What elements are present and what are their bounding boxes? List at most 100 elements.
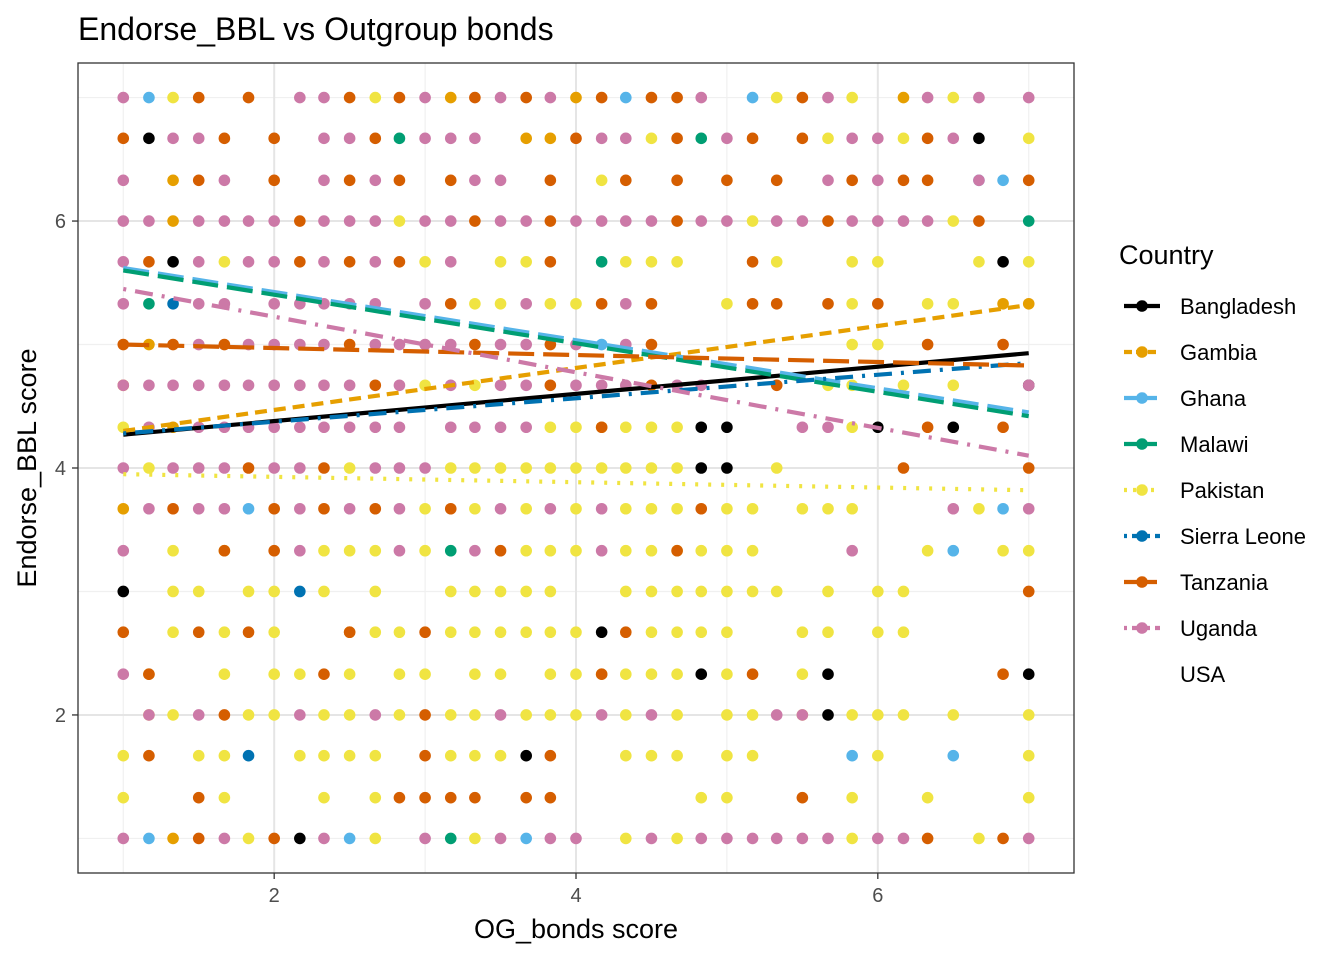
legend-label-ghana: Ghana: [1180, 386, 1247, 411]
x-tick-label: 2: [269, 885, 280, 907]
data-point-pakistan: [419, 502, 431, 515]
data-point-uganda: [494, 832, 507, 845]
data-point-uganda: [1022, 502, 1035, 515]
data-point-pakistan: [369, 791, 382, 804]
data-point-tanzania: [822, 215, 834, 227]
data-point-pakistan: [117, 791, 130, 804]
data-point-pakistan: [671, 626, 683, 639]
data-point-malawi: [444, 832, 457, 845]
data-point-tanzania: [469, 791, 481, 804]
y-tick-label: 6: [55, 211, 66, 233]
data-point-pakistan: [544, 462, 557, 474]
data-point-uganda: [318, 832, 330, 845]
data-point-pakistan: [570, 421, 582, 434]
data-point-tanzania: [117, 338, 130, 351]
data-point-uganda: [343, 421, 356, 434]
data-point-pakistan: [921, 544, 934, 557]
data-point-uganda: [117, 668, 130, 681]
data-point-uganda: [143, 502, 155, 515]
y-tick-label: 2: [55, 705, 66, 727]
data-point-pakistan: [746, 585, 759, 598]
data-point-pakistan: [645, 255, 658, 268]
data-point-tanzania: [419, 791, 431, 804]
data-point-tanzania: [872, 297, 884, 310]
data-point-pakistan: [721, 791, 733, 804]
legend-key-point-sierra-leone: [1136, 530, 1148, 542]
data-point-uganda: [143, 215, 155, 227]
data-point-uganda: [369, 215, 382, 227]
data-point-uganda: [469, 421, 481, 434]
data-point-bangladesh: [695, 421, 708, 434]
legend-label-sierra-leone: Sierra Leone: [1180, 524, 1306, 549]
data-point-uganda: [218, 215, 231, 227]
data-point-uganda: [242, 379, 255, 392]
data-point-tanzania: [671, 544, 683, 557]
data-point-pakistan: [770, 91, 783, 104]
data-point-uganda: [117, 379, 130, 392]
data-point-pakistan: [393, 215, 406, 227]
data-point-uganda: [117, 91, 130, 104]
data-point-pakistan: [645, 668, 658, 681]
data-point-uganda: [872, 215, 884, 227]
data-point-pakistan: [620, 502, 632, 515]
data-point-pakistan: [770, 585, 783, 598]
data-point-uganda: [595, 502, 608, 515]
data-point-pakistan: [671, 709, 683, 721]
data-point-tanzania: [822, 297, 834, 310]
data-point-pakistan: [268, 585, 280, 598]
data-point-pakistan: [746, 709, 759, 721]
data-point-uganda: [294, 709, 306, 721]
fit-line-tanzania: [123, 342, 1029, 368]
data-point-ghana: [520, 832, 532, 845]
data-point-tanzania: [469, 215, 481, 227]
data-point-pakistan: [822, 502, 834, 515]
data-point-pakistan: [796, 626, 809, 639]
data-point-uganda: [192, 297, 205, 310]
data-point-uganda: [520, 215, 532, 227]
data-point-bangladesh: [143, 132, 155, 145]
data-point-uganda: [369, 421, 382, 434]
data-point-pakistan: [419, 668, 431, 681]
data-point-uganda: [393, 502, 406, 515]
data-point-bangladesh: [721, 421, 733, 434]
data-point-pakistan: [897, 626, 910, 639]
data-point-pakistan: [770, 255, 783, 268]
data-point-tanzania: [671, 215, 683, 227]
data-point-uganda: [393, 462, 406, 474]
data-point-pakistan: [268, 709, 280, 721]
data-point-bangladesh: [167, 255, 179, 268]
data-point-tanzania: [620, 626, 632, 639]
legend-label-gambia: Gambia: [1180, 340, 1258, 365]
data-point-uganda: [897, 832, 910, 845]
data-point-pakistan: [872, 749, 884, 762]
data-point-pakistan: [770, 462, 783, 474]
data-point-pakistan: [167, 709, 179, 721]
data-point-uganda: [117, 544, 130, 557]
legend-label-pakistan: Pakistan: [1180, 478, 1264, 503]
data-point-pakistan: [570, 709, 582, 721]
data-point-pakistan: [167, 544, 179, 557]
data-point-uganda: [494, 379, 507, 392]
data-point-pakistan: [167, 585, 179, 598]
data-point-pakistan: [645, 544, 658, 557]
legend-label-usa: USA: [1180, 662, 1226, 687]
data-point-uganda: [294, 502, 306, 515]
data-point-tanzania: [645, 338, 658, 351]
data-point-ghana: [595, 338, 608, 351]
data-point-pakistan: [393, 626, 406, 639]
data-point-pakistan: [721, 709, 733, 721]
data-point-pakistan: [947, 215, 960, 227]
data-point-pakistan: [318, 791, 330, 804]
data-point-uganda: [620, 297, 632, 310]
legend: Country Bangladesh Gambia Ghana Malawi Pakis…: [1119, 240, 1306, 687]
data-point-tanzania: [117, 626, 130, 639]
data-point-uganda: [393, 379, 406, 392]
data-point-tanzania: [369, 132, 382, 145]
data-point-pakistan: [973, 832, 985, 845]
data-point-uganda: [770, 215, 783, 227]
data-point-gambia: [444, 91, 457, 104]
fit-line-uganda: [122, 286, 1030, 458]
data-point-pakistan: [1022, 255, 1035, 268]
data-point-tanzania: [318, 462, 330, 474]
data-point-uganda: [494, 421, 507, 434]
